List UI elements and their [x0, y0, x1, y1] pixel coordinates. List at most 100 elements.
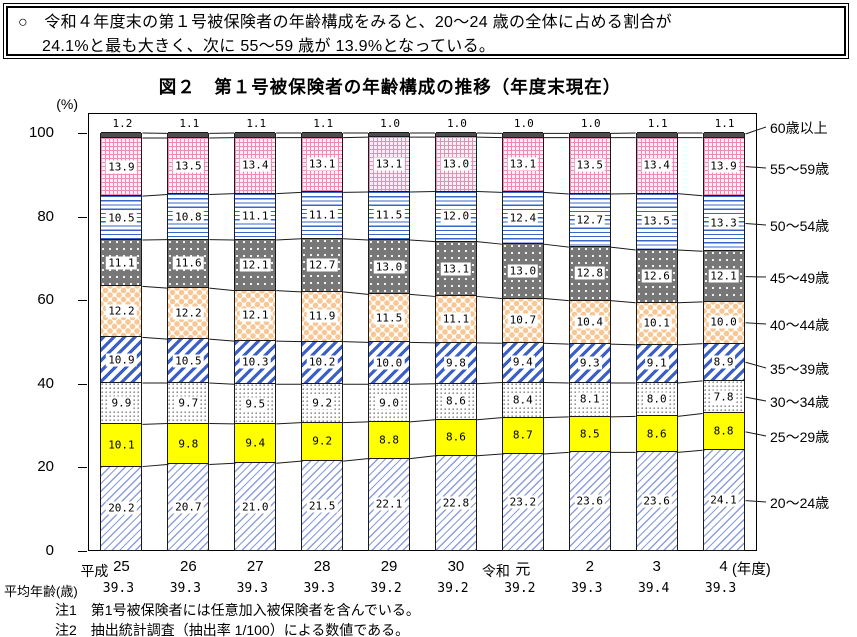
summary-line-1: ○ 令和４年度末の第１号被保険者の年齢構成をみると、20～24 歳の全体に占める…	[18, 11, 834, 35]
bar-segment-30-34: 8.0	[636, 381, 677, 416]
bar-segment-30-34: 9.5	[235, 383, 276, 423]
bar-segment-20-24: 23.6	[636, 451, 677, 550]
bar-segment-45-49: 12.6	[636, 249, 677, 302]
bar: 21.5 9.2 9.2 10.2 11.9 12.7 11.1 13.1 1.1	[301, 117, 344, 551]
segment-value-label: 21.0	[240, 500, 271, 514]
bar-segment-25-29: 10.1	[101, 423, 142, 466]
bar-segment-35-39: 10.0	[369, 341, 410, 384]
bar-segment-55-59: 13.1	[502, 136, 543, 192]
summary-text-1: 令和４年度末の第１号被保険者の年齢構成をみると、20～24 歳の全体に占める割合…	[44, 14, 672, 31]
segment-value-label: 21.5	[306, 499, 338, 513]
segment-value-label: 8.0	[644, 392, 669, 406]
bar-segment-25-29: 9.4	[235, 422, 276, 463]
bar-segment-55-59: 13.9	[703, 136, 744, 195]
segment-value-label: 20.2	[106, 501, 137, 515]
bar-segment-45-49: 12.1	[235, 239, 276, 290]
x-tick-label-2: 27	[246, 558, 264, 575]
avg-age-value-1: 39.3	[169, 581, 201, 596]
x-tick-label-7: 2	[585, 558, 594, 575]
x-tick-label-9: 4	[719, 558, 728, 575]
bar-segment-35-39: 9.1	[636, 343, 677, 382]
legend-label-35-39: 35～39歳	[770, 361, 830, 377]
segment-value-label: 1.1	[647, 117, 668, 130]
bar-segment-40-44: 10.4	[569, 299, 610, 344]
segment-value-label: 10.1	[108, 438, 135, 452]
segment-value-label: 12.0	[440, 209, 472, 223]
bar-segment-20-24: 23.2	[502, 453, 543, 550]
segment-value-label: 10.5	[173, 354, 204, 368]
bar-segment-55-59: 13.1	[369, 136, 410, 191]
bar-segment-45-49: 11.6	[168, 238, 209, 288]
bar-segment-60plus	[636, 132, 677, 137]
bar-segment-25-29: 8.8	[369, 420, 410, 458]
bar-segment-60plus	[703, 132, 744, 137]
bar-segment-50-54: 10.5	[101, 195, 142, 240]
bar-segment-30-34: 8.1	[569, 381, 610, 416]
bar-segment-25-29: 8.6	[636, 415, 677, 452]
segment-value-label: 9.8	[178, 437, 199, 450]
note-1: 注1 第1号被保険者には任意加入被保険者を含んでいる。	[55, 602, 420, 618]
segment-value-label: 9.5	[243, 397, 268, 411]
bar-segment-20-24: 22.8	[435, 454, 476, 550]
legend-label-50-54: 50～54歳	[770, 218, 830, 234]
segment-value-label: 9.1	[644, 356, 669, 370]
legend-label-20-24: 20～24歳	[770, 495, 830, 511]
segment-value-label: 22.8	[440, 496, 472, 510]
x-tick-label-5: 30	[447, 558, 465, 575]
segment-value-label: 9.0	[377, 396, 401, 410]
segment-value-label: 10.3	[240, 355, 271, 369]
bar-segment-55-59: 13.4	[636, 136, 677, 193]
segment-value-label: 13.1	[373, 157, 405, 171]
segment-value-label: 23.6	[574, 494, 605, 508]
bar-segment-60plus	[569, 132, 610, 137]
segment-value-label: 10.7	[507, 313, 539, 327]
bar: 23.6 8.5 8.1 9.3 10.4 12.8 12.7 13.5 1.0	[568, 117, 611, 551]
segment-value-label: 1.0	[513, 117, 534, 130]
segment-value-label: 13.0	[373, 260, 405, 274]
segment-value-label: 13.9	[708, 159, 739, 173]
bar-segment-40-44: 10.0	[703, 300, 744, 343]
y-tick-mark	[78, 300, 87, 302]
bar-segment-45-49: 13.1	[435, 240, 476, 296]
segment-value-label: 13.5	[574, 158, 605, 172]
segment-value-label: 12.1	[240, 258, 271, 272]
bar-segment-30-34: 8.4	[502, 381, 543, 417]
x-tick-label-8: 3	[652, 558, 661, 575]
x-axis-unit: (年度)	[732, 562, 771, 578]
bar-segment-20-24: 23.6	[569, 451, 610, 550]
segment-value-label: 12.1	[240, 308, 271, 322]
segment-value-label: 10.0	[373, 356, 405, 370]
legend-label-40-44: 40～44歳	[770, 317, 830, 333]
segment-value-label: 11.5	[373, 311, 405, 325]
segment-value-label: 8.9	[711, 355, 736, 369]
bar-segment-40-44: 10.7	[502, 297, 543, 343]
bar-segment-60plus	[168, 132, 209, 138]
segment-value-label: 7.8	[711, 390, 736, 404]
bar-segment-35-39: 10.2	[302, 340, 343, 384]
bar-segment-40-44: 12.2	[168, 287, 209, 339]
segment-value-label: 10.1	[641, 316, 672, 330]
segment-value-label: 8.7	[512, 428, 533, 442]
y-tick-label: 0	[45, 542, 54, 559]
avg-age-value-8: 39.4	[637, 581, 670, 596]
bar-segment-45-49: 13.0	[502, 243, 543, 298]
segment-value-label: 10.2	[306, 355, 338, 369]
segment-value-label: 1.1	[179, 117, 200, 130]
bar-segment-50-54: 11.1	[235, 192, 276, 240]
legend-label-60plus: 60歳以上	[770, 120, 828, 136]
segment-value-label: 1.0	[580, 117, 601, 130]
bar-segment-30-34: 7.8	[703, 379, 744, 413]
bar-segment-35-39: 10.3	[235, 340, 276, 384]
bar-segment-40-44: 11.5	[369, 293, 410, 342]
segment-value-label: 13.1	[306, 157, 338, 171]
bar-segment-40-44: 12.1	[235, 289, 276, 341]
segment-value-label: 9.2	[310, 396, 335, 410]
segment-value-label: 12.2	[173, 306, 204, 320]
avg-age-value-3: 39.3	[303, 581, 335, 596]
avg-age-value-7: 39.3	[571, 581, 603, 596]
segment-value-label: 13.1	[507, 157, 539, 171]
bar-segment-50-54: 10.8	[168, 193, 209, 239]
bar-segment-40-44: 11.9	[302, 290, 343, 341]
segment-value-label: 24.1	[708, 493, 739, 507]
bar-segment-30-34: 8.6	[435, 382, 476, 419]
